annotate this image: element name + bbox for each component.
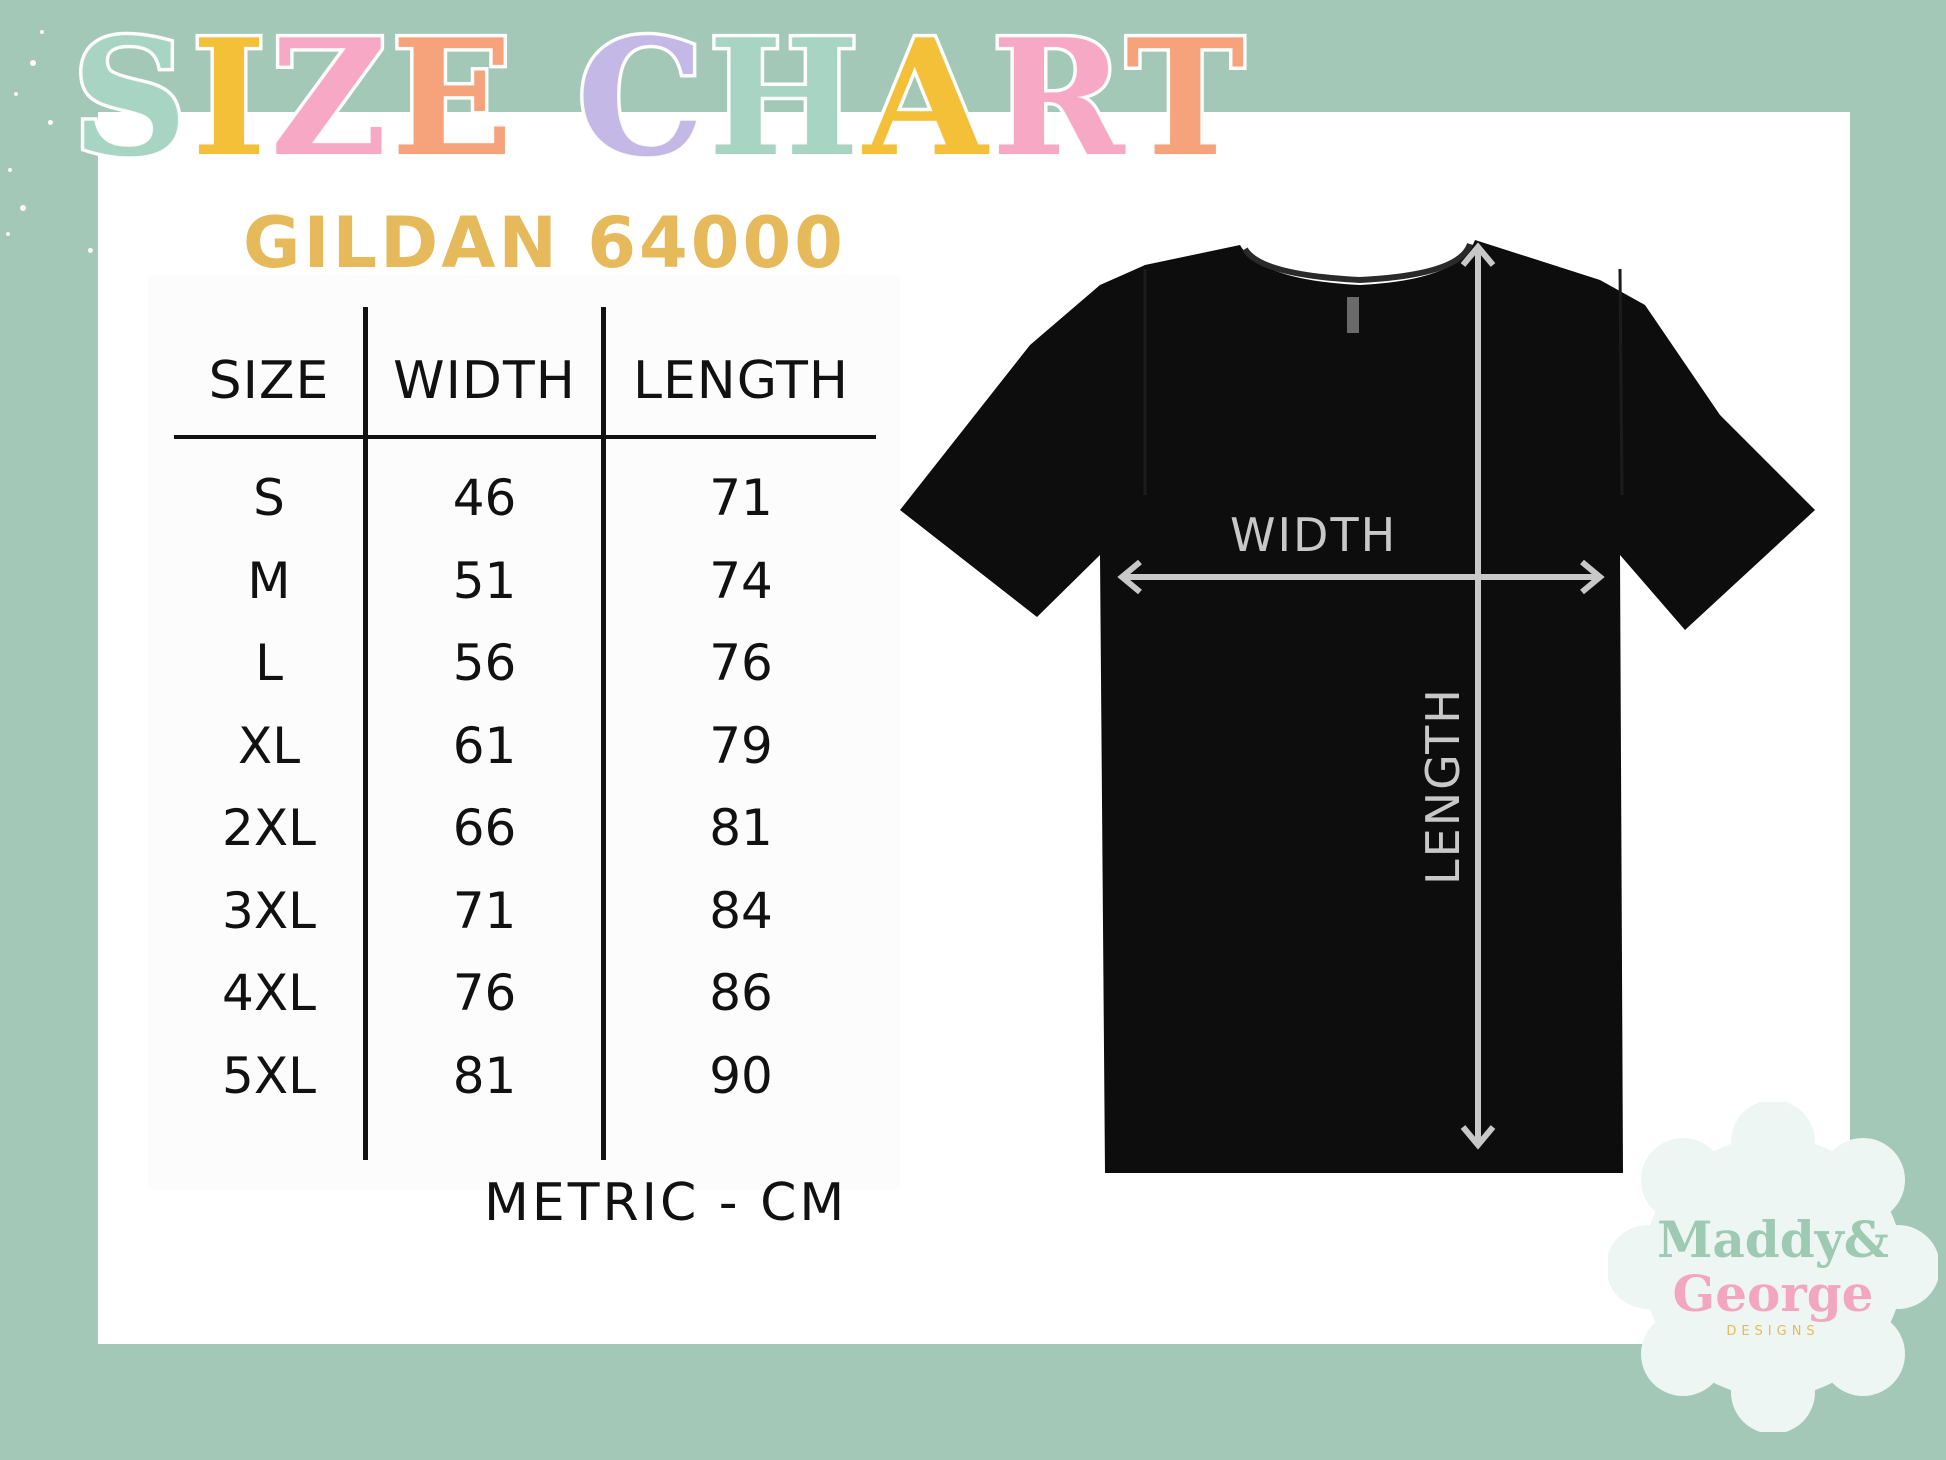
size-cell: XL: [237, 716, 301, 775]
title-letter: A: [860, 4, 992, 192]
width-cell: 56: [452, 634, 517, 692]
title-letter: E: [388, 4, 518, 192]
width-arrowhead-right: [1580, 559, 1605, 595]
tshirt-icon: [900, 240, 1815, 1173]
column-header-width: WIDTH: [393, 351, 576, 411]
width-label: WIDTH: [1230, 508, 1398, 562]
unit-note: METRIC - CM: [484, 1173, 848, 1233]
width-cell: 46: [452, 469, 517, 527]
page-title: SIZE CHART: [69, 15, 1249, 182]
length-cell: 81: [709, 799, 773, 857]
size-cell: 4XL: [222, 964, 316, 1022]
width-cell: 66: [452, 799, 517, 857]
width-cell: 76: [452, 964, 517, 1022]
sparkle-decoration: [8, 168, 12, 172]
logo-line2: George: [1672, 1264, 1874, 1323]
sparkle-decoration: [6, 232, 10, 236]
title-letter: I: [188, 4, 271, 192]
sparkle-decoration: [48, 120, 53, 125]
title-letter: T: [1122, 4, 1249, 192]
logo-line1: Maddy&: [1657, 1210, 1889, 1269]
width-cell: 61: [452, 716, 517, 775]
sparkle-decoration: [88, 248, 93, 253]
title-letter: [517, 4, 577, 192]
sparkle-decoration: [20, 205, 26, 211]
title-letter: S: [69, 4, 192, 192]
title-letter: H: [705, 4, 864, 192]
length-cell: 79: [709, 716, 773, 775]
length-cell: 86: [709, 964, 773, 1022]
length-cell: 74: [709, 551, 773, 610]
column-header-size: SIZE: [208, 351, 330, 411]
neck-label: [1347, 297, 1359, 333]
length-arrowhead-top: [1460, 242, 1496, 267]
width-cell: 51: [452, 551, 517, 610]
size-table-panel: SIZE WIDTH LENGTH S 46 71 M 51 74 L 56 76 XL 61 79 2…: [148, 275, 900, 1190]
sparkle-decoration: [40, 30, 44, 34]
length-cell: 71: [709, 469, 773, 527]
size-cell: 2XL: [222, 799, 316, 857]
title-letter: R: [988, 4, 1126, 192]
width-arrowhead-left: [1117, 559, 1142, 595]
length-arrowhead-bottom: [1460, 1125, 1496, 1150]
title-letter: C: [573, 4, 709, 192]
sparkle-decoration: [30, 60, 36, 66]
logo-tagline: DESIGNS: [1726, 1324, 1820, 1339]
length-cell: 90: [709, 1046, 773, 1105]
length-cell: 76: [709, 634, 773, 692]
width-cell: 81: [452, 1046, 517, 1105]
table-divider: [601, 307, 606, 1160]
sparkle-decoration: [14, 92, 18, 96]
size-cell: 5XL: [222, 1046, 316, 1105]
size-cell: S: [253, 469, 285, 527]
title-letter: Z: [267, 4, 392, 192]
width-cell: 71: [452, 881, 517, 940]
tshirt-diagram: [900, 240, 1815, 1173]
product-subtitle: GILDAN 64000: [243, 202, 846, 284]
column-header-length: LENGTH: [632, 351, 850, 411]
size-cell: 3XL: [222, 881, 316, 940]
table-divider: [363, 307, 368, 1160]
size-cell: L: [255, 634, 283, 692]
length-label: LENGTH: [1416, 687, 1470, 885]
length-cell: 84: [709, 881, 773, 940]
size-cell: M: [247, 551, 291, 610]
table-header-rule: [174, 435, 876, 439]
brand-logo: Maddy& George DESIGNS: [1608, 1102, 1938, 1432]
